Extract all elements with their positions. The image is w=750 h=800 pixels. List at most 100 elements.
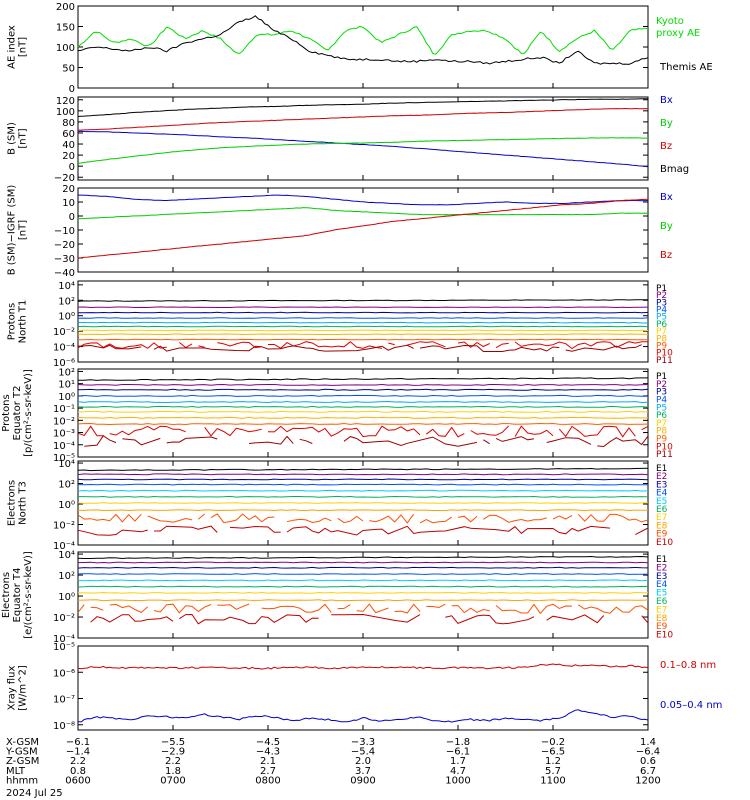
- row-value: −6.1: [446, 747, 470, 758]
- row-label: Z-GSM: [6, 756, 39, 767]
- y-axis-label: ProtonsEquator T2[p/(cm²-s-sr-keV)]: [1, 369, 34, 457]
- legend-label: By: [660, 221, 673, 232]
- channel-line: [77, 591, 648, 594]
- y-axis-label-line: [nT]: [18, 220, 29, 240]
- legend-label: proxy AE: [656, 28, 700, 39]
- y-tick-label: 100: [56, 43, 75, 54]
- channel-line: [78, 338, 649, 341]
- y-tick-label: 10⁻²: [53, 416, 75, 427]
- y-axis-label-line: [e/(cm²-s-sr-keV)]: [23, 551, 34, 639]
- channel-label: E1: [656, 555, 667, 565]
- channel-label: P1: [656, 284, 667, 294]
- channel-label: E2: [656, 563, 667, 573]
- panel-4: ProtonsNorth T1 10⁻⁶ 10⁻⁴ 10⁻² 10⁰ 10² 10⁴ P1P2…: [7, 280, 673, 369]
- legend-label: Bx: [660, 192, 673, 203]
- legend-label: Bmag: [660, 164, 689, 175]
- channel-label: P6: [656, 320, 667, 330]
- row-value: 0700: [160, 775, 185, 786]
- y-tick-label: 0: [69, 162, 75, 173]
- panel-8: Xray flux[W/m^2] 10⁻⁸ 10⁻⁷ 10⁻⁶ 10⁻⁵ 0.1–0.8 …: [7, 642, 723, 732]
- series-line: [77, 663, 649, 670]
- channel-line: [77, 513, 649, 524]
- y-axis-label: AE index[nT]: [7, 25, 29, 69]
- y-axis-label-line: Equator T2: [12, 386, 23, 441]
- y-axis-label-line: B (SM): [7, 122, 18, 155]
- y-tick-label: 10⁰: [58, 392, 75, 403]
- y-axis-label-line: Electrons: [7, 480, 18, 526]
- channel-label: E3: [656, 572, 667, 582]
- channel-label: P11: [656, 356, 673, 366]
- channel-label: E5: [656, 497, 667, 507]
- channel-line: [77, 299, 649, 302]
- y-axis-label-line: Xray flux: [7, 666, 18, 711]
- row-value: −5.5: [161, 737, 185, 748]
- channel-line: [77, 329, 649, 332]
- row-value: 1.7: [450, 756, 466, 767]
- row-value: 4.7: [450, 766, 466, 777]
- channel-label: P3: [656, 388, 667, 398]
- row-value: −4.3: [256, 747, 280, 758]
- y-axis-label-line: [p/(cm²-s-sr-keV)]: [23, 369, 34, 457]
- legend-label: Bx: [660, 95, 673, 106]
- channel-label: P2: [656, 291, 667, 301]
- channel-line: [77, 573, 649, 575]
- series-line: [78, 194, 648, 206]
- y-axis-label: Xray flux[W/m^2]: [7, 665, 29, 711]
- legend-label: By: [660, 118, 673, 129]
- channel-label: E7: [656, 513, 667, 523]
- y-tick-label: −20: [54, 173, 75, 184]
- panel-frame: [77, 5, 649, 89]
- y-tick-label: 10²: [58, 296, 75, 307]
- y-tick-label: 10⁰: [58, 312, 75, 323]
- row-value: −1.4: [66, 747, 90, 758]
- panel-frame: [77, 368, 649, 458]
- channel-line: [77, 489, 649, 492]
- series-line: [77, 98, 648, 117]
- y-tick-label: 10⁻⁶: [53, 668, 75, 679]
- series-line: [77, 25, 649, 55]
- channel-label: E9: [656, 530, 668, 540]
- y-tick-label: 10⁻¹: [53, 404, 75, 415]
- legend-label: 0.05–0.4 nm: [660, 700, 722, 711]
- channel-label: P2: [656, 380, 667, 390]
- row-value: −4.5: [256, 737, 280, 748]
- y-tick-label: 0: [69, 84, 75, 95]
- channel-label: P7: [656, 419, 667, 429]
- channel-line: [77, 585, 649, 588]
- channel-label: E8: [656, 521, 668, 531]
- y-tick-label: −30: [54, 254, 75, 265]
- y-tick-label: 10¹: [58, 380, 75, 391]
- y-axis-label-line: [W/m^2]: [18, 665, 29, 711]
- channel-line: [84, 435, 649, 448]
- row-label: Y-GSM: [5, 747, 38, 758]
- y-tick-label: 10: [62, 198, 75, 209]
- channel-line: [77, 405, 649, 408]
- y-axis-label-line: [nT]: [18, 37, 29, 57]
- channel-label: E7: [656, 605, 667, 615]
- date-label: 2024 Jul 25: [6, 788, 63, 799]
- y-axis-label-line: B (SM)−IGRF (SM): [7, 185, 18, 276]
- row-value: 2.0: [355, 756, 371, 767]
- y-tick-label: 10⁻⁴: [53, 541, 75, 552]
- y-axis-label-line: AE index: [7, 25, 18, 69]
- channel-label: P4: [656, 395, 667, 405]
- channel-label: P5: [656, 403, 667, 413]
- row-value: 2.1: [260, 756, 276, 767]
- y-tick-label: 0: [69, 212, 75, 223]
- channel-label: E6: [656, 597, 668, 607]
- y-tick-label: 40: [62, 140, 75, 151]
- y-tick-label: 10²: [58, 571, 75, 582]
- y-tick-label: 10⁻⁴: [53, 441, 75, 452]
- y-axis-label-line: Protons: [1, 394, 12, 431]
- channel-line: [77, 325, 649, 328]
- row-label: X-GSM: [6, 737, 39, 748]
- row-value: 2.2: [165, 756, 181, 767]
- channel-label: E8: [656, 614, 668, 624]
- row-value: −0.2: [541, 737, 565, 748]
- y-tick-label: 80: [62, 118, 75, 129]
- y-tick-label: 20: [62, 184, 75, 195]
- panel-6: ElectronsNorth T3 10⁻⁴ 10⁻² 10⁰ 10² 10⁴ E1E2E3…: [7, 459, 674, 552]
- row-value: −3.3: [351, 737, 375, 748]
- channel-label: P1: [656, 372, 667, 382]
